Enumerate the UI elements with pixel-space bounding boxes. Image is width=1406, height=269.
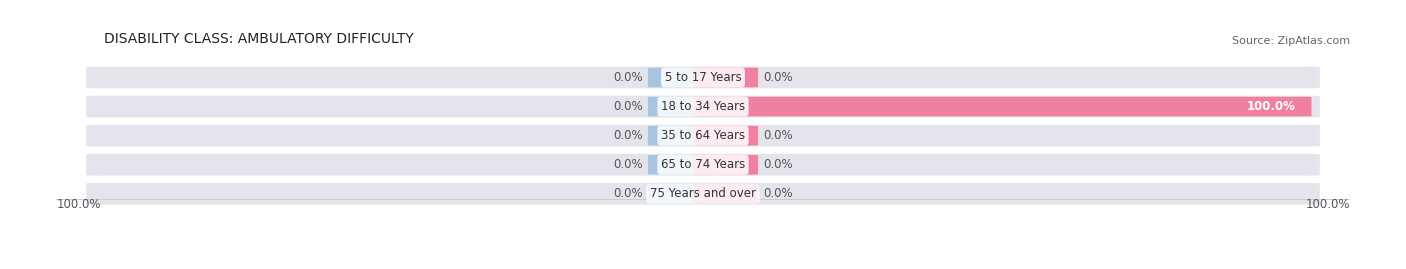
Text: 0.0%: 0.0% — [613, 187, 643, 200]
Text: 100.0%: 100.0% — [1247, 100, 1296, 113]
Text: 100.0%: 100.0% — [56, 198, 101, 211]
FancyBboxPatch shape — [693, 184, 758, 204]
FancyBboxPatch shape — [86, 154, 1320, 176]
FancyBboxPatch shape — [86, 125, 1320, 147]
Text: 0.0%: 0.0% — [763, 129, 793, 142]
FancyBboxPatch shape — [693, 97, 1312, 116]
FancyBboxPatch shape — [648, 184, 713, 204]
FancyBboxPatch shape — [86, 96, 1320, 118]
Text: 100.0%: 100.0% — [1305, 198, 1350, 211]
Text: 65 to 74 Years: 65 to 74 Years — [661, 158, 745, 171]
FancyBboxPatch shape — [693, 155, 758, 175]
Text: 18 to 34 Years: 18 to 34 Years — [661, 100, 745, 113]
FancyBboxPatch shape — [648, 68, 713, 87]
Text: 0.0%: 0.0% — [613, 129, 643, 142]
FancyBboxPatch shape — [648, 97, 713, 116]
Text: 0.0%: 0.0% — [613, 71, 643, 84]
FancyBboxPatch shape — [86, 67, 1320, 89]
FancyBboxPatch shape — [693, 126, 758, 146]
FancyBboxPatch shape — [693, 68, 758, 87]
Text: Source: ZipAtlas.com: Source: ZipAtlas.com — [1232, 36, 1350, 46]
FancyBboxPatch shape — [86, 183, 1320, 205]
Legend: Male, Female: Male, Female — [633, 264, 773, 269]
Text: 0.0%: 0.0% — [613, 100, 643, 113]
FancyBboxPatch shape — [648, 155, 713, 175]
Text: 35 to 64 Years: 35 to 64 Years — [661, 129, 745, 142]
Text: 0.0%: 0.0% — [763, 187, 793, 200]
Text: 0.0%: 0.0% — [613, 158, 643, 171]
Text: 5 to 17 Years: 5 to 17 Years — [665, 71, 741, 84]
Text: DISABILITY CLASS: AMBULATORY DIFFICULTY: DISABILITY CLASS: AMBULATORY DIFFICULTY — [104, 32, 413, 46]
Text: 75 Years and over: 75 Years and over — [650, 187, 756, 200]
Text: 0.0%: 0.0% — [763, 71, 793, 84]
Text: 0.0%: 0.0% — [763, 158, 793, 171]
FancyBboxPatch shape — [648, 126, 713, 146]
